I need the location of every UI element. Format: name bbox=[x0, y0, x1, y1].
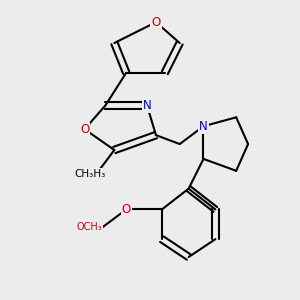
Text: O: O bbox=[151, 16, 160, 29]
Text: CH₃: CH₃ bbox=[74, 169, 94, 179]
Text: CH₃: CH₃ bbox=[87, 169, 106, 179]
Text: OCH₃: OCH₃ bbox=[77, 222, 102, 232]
Text: O: O bbox=[80, 123, 89, 136]
Text: O: O bbox=[122, 203, 131, 216]
Text: N: N bbox=[143, 99, 152, 112]
Text: N: N bbox=[199, 120, 208, 133]
